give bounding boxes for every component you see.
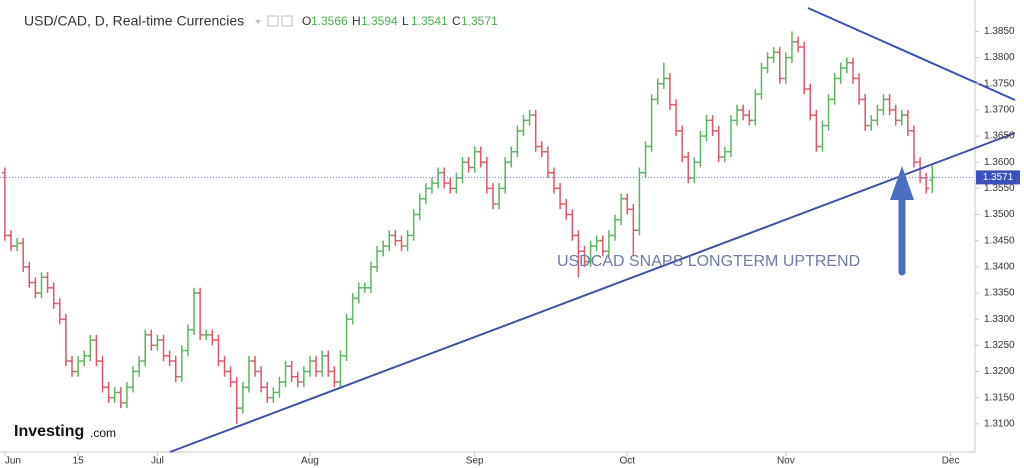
price-label: 1.3571 [983,172,1014,183]
y-tick-label: 1.3300 [984,314,1015,325]
y-tick-label: 1.3600 [984,157,1015,168]
ohlc-key: L [402,14,409,28]
y-tick-label: 1.3250 [984,340,1015,351]
logo: Investing [14,423,84,440]
x-tick-label: Oct [619,456,635,467]
ohlc-value: 1.3571 [461,14,498,28]
x-tick-label: Jul [151,456,164,467]
y-tick-label: 1.3150 [984,392,1015,403]
y-tick-label: 1.3450 [984,235,1015,246]
y-tick-label: 1.3750 [984,78,1015,89]
price-label-box [976,170,1020,185]
chart-title: USD/CAD, D, Real-time Currencies [24,13,244,29]
downtrend-line [807,7,1016,101]
y-tick-label: 1.3500 [984,209,1015,220]
ohlc-key: C [452,14,461,28]
annotation: USDCAD SNAPS LONGTERM UPTREND [557,253,860,270]
ohlc-value: 1.3566 [311,14,348,28]
y-tick-label: 1.3400 [984,262,1015,273]
x-tick-label: Nov [777,456,795,467]
ohlc-key: O [302,14,311,28]
bars [1,31,936,424]
ohlc-value: 1.3594 [361,14,398,28]
header-icons [255,15,293,27]
x-tick-label: Sep [466,456,484,467]
x-tick-label: Jun [5,456,21,467]
y-tick-label: 1.3350 [984,288,1015,299]
y-tick-label: 1.3800 [984,52,1015,63]
ohlc-value: 1.3541 [411,14,448,28]
uptrend-line [169,132,1016,453]
y-tick-label: 1.3100 [984,418,1015,429]
x-tick-label: 15 [73,456,85,467]
x-tick-label: Dec [942,456,960,467]
logo-suffix: .com [90,426,116,440]
y-tick-label: 1.3550 [984,183,1015,194]
x-tick-label: Aug [301,456,319,467]
y-tick-label: 1.3650 [984,131,1015,142]
ohlc-header: O 1.3566 H 1.3594 L 1.3541 C 1.3571 [302,14,498,28]
arrow [890,166,914,276]
y-tick-label: 1.3700 [984,105,1015,116]
y-tick-label: 1.3200 [984,366,1015,377]
ohlc-key: H [352,14,361,28]
y-tick-label: 1.3850 [984,26,1015,37]
